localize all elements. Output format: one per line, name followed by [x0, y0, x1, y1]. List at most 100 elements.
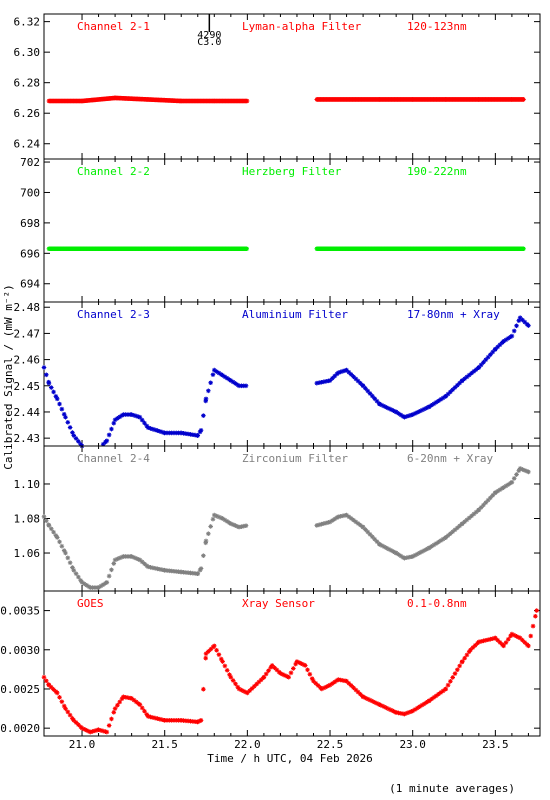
data-point [448, 389, 453, 395]
data-point [115, 416, 120, 421]
data-point [220, 516, 225, 521]
data-point [476, 507, 482, 513]
data-point [404, 555, 410, 561]
data-point [314, 380, 320, 386]
data-point [169, 568, 174, 574]
data-point [150, 565, 156, 571]
data-point [92, 585, 98, 590]
data-point [230, 379, 236, 385]
data-point [198, 718, 204, 723]
data-point [485, 637, 491, 643]
data-point [516, 468, 522, 473]
data-point [181, 569, 186, 575]
data-point [374, 398, 380, 404]
data-point [73, 720, 79, 725]
data-point [131, 413, 137, 418]
data-point [112, 557, 118, 563]
data-point [76, 439, 81, 444]
data-point [203, 651, 209, 657]
data-point [391, 549, 396, 554]
data-point [139, 559, 145, 565]
data-point [443, 686, 449, 692]
data-point [214, 647, 219, 653]
data-point [71, 567, 77, 573]
data-point [438, 397, 444, 402]
data-point [412, 411, 418, 416]
data-point [440, 536, 446, 542]
data-point [117, 555, 123, 561]
data-point [218, 515, 224, 521]
data-point [190, 719, 196, 724]
data-point [388, 707, 394, 713]
data-point [379, 402, 385, 408]
data-point [340, 513, 346, 519]
data-point [327, 519, 333, 525]
data-point [98, 583, 104, 589]
data-point [388, 407, 394, 412]
panel-title: Channel 2-1 [77, 20, 150, 33]
data-point [59, 406, 65, 412]
data-point [192, 432, 198, 438]
data-point [485, 497, 491, 503]
data-point [448, 678, 453, 684]
data-point [379, 543, 385, 548]
data-point [348, 516, 354, 521]
data-point [211, 367, 217, 373]
data-point [183, 570, 189, 575]
data-point [469, 513, 474, 519]
x-tick-label: 22.0 [234, 738, 261, 751]
data-point [314, 523, 320, 528]
data-point [239, 687, 244, 693]
data-point [294, 659, 300, 664]
data-point [201, 686, 206, 692]
data-point [488, 352, 493, 357]
data-point [48, 526, 54, 532]
data-point [436, 539, 441, 545]
data-point [355, 689, 361, 695]
y-tick-label: 2.46 [14, 354, 41, 367]
data-point [429, 402, 434, 408]
data-point [476, 639, 482, 645]
data-point [358, 522, 363, 528]
panel-filter: Zirconium Filter [242, 452, 348, 465]
data-point [73, 571, 79, 576]
figure-xlabel: Time / h UTC, 04 Feb 2026 [207, 752, 373, 765]
data-point [393, 710, 399, 715]
data-point [133, 556, 139, 561]
data-point [316, 522, 322, 528]
y-tick-label: 2.43 [14, 432, 41, 445]
data-point [53, 533, 59, 538]
data-point [381, 544, 387, 550]
data-point [142, 708, 147, 714]
data-point [121, 554, 126, 559]
data-point [319, 521, 324, 527]
data-point [398, 711, 404, 716]
data-point [164, 568, 170, 573]
data-point [355, 521, 361, 526]
data-point [490, 349, 496, 355]
data-point [57, 401, 62, 407]
data-point [503, 483, 509, 489]
data-point [520, 637, 525, 643]
data-point [367, 391, 373, 396]
data-point [344, 367, 349, 373]
data-point [100, 582, 106, 587]
data-point [195, 433, 201, 438]
data-point [162, 718, 167, 723]
data-point [112, 706, 118, 711]
data-point [171, 718, 177, 723]
data-point [332, 679, 337, 685]
data-point [131, 697, 137, 703]
data-point [493, 490, 498, 495]
data-point [493, 635, 498, 641]
data-point [473, 367, 479, 372]
data-point [155, 566, 160, 572]
data-point [233, 381, 238, 386]
data-point [159, 429, 165, 435]
data-point [429, 696, 434, 702]
data-point [323, 379, 329, 384]
data-point [440, 688, 446, 694]
data-point [421, 406, 427, 412]
data-point [520, 467, 525, 472]
data-point [57, 539, 62, 545]
